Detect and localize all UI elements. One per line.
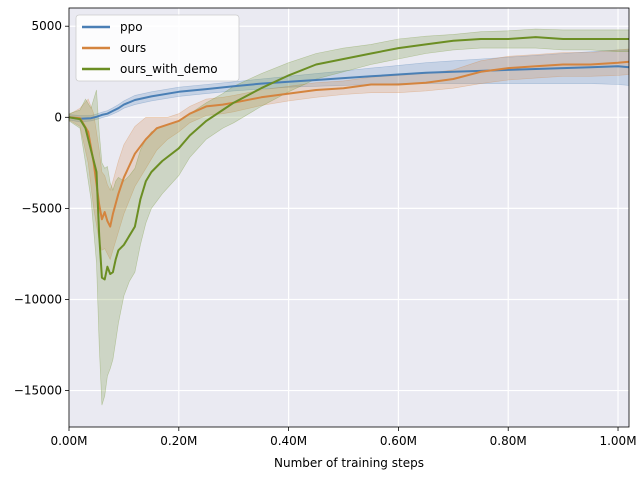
y-tick-label: 5000 — [31, 19, 62, 33]
y-tick-label: −10000 — [14, 292, 62, 306]
legend-box — [75, 14, 240, 82]
plot-frame — [68, 7, 630, 428]
grid — [68, 8, 629, 427]
y-tick-label: 0 — [54, 110, 62, 124]
line-ours-with-demo — [68, 36, 629, 281]
legend-label-ours-with-demo: ours_with_demo — [120, 62, 218, 76]
line-ours — [68, 60, 630, 228]
y-tick-label: −5000 — [21, 201, 62, 215]
legend-label-ppo: ppo — [120, 20, 143, 34]
line-ppo — [68, 65, 630, 120]
series-lines — [68, 36, 630, 281]
x-tick-label: 0.40M — [270, 434, 307, 448]
x-tick-label: 0.20M — [160, 434, 197, 448]
legend-label-ours: ours — [120, 41, 146, 55]
x-tick-label: 0.00M — [50, 434, 87, 448]
x-tick-label: 1.00M — [599, 434, 636, 448]
y-tick-label: −15000 — [14, 384, 62, 398]
x-tick-label: 0.60M — [380, 434, 417, 448]
x-axis-label: Number of training steps — [274, 456, 424, 470]
legend: ppo ours ours_with_demo — [75, 14, 240, 82]
y-axis-ticks: −15000 −10000 −5000 0 5000 — [14, 19, 69, 398]
x-axis-ticks: 0.00M 0.20M 0.40M 0.60M 0.80M 1.00M — [50, 427, 637, 448]
x-tick-label: 0.80M — [490, 434, 527, 448]
